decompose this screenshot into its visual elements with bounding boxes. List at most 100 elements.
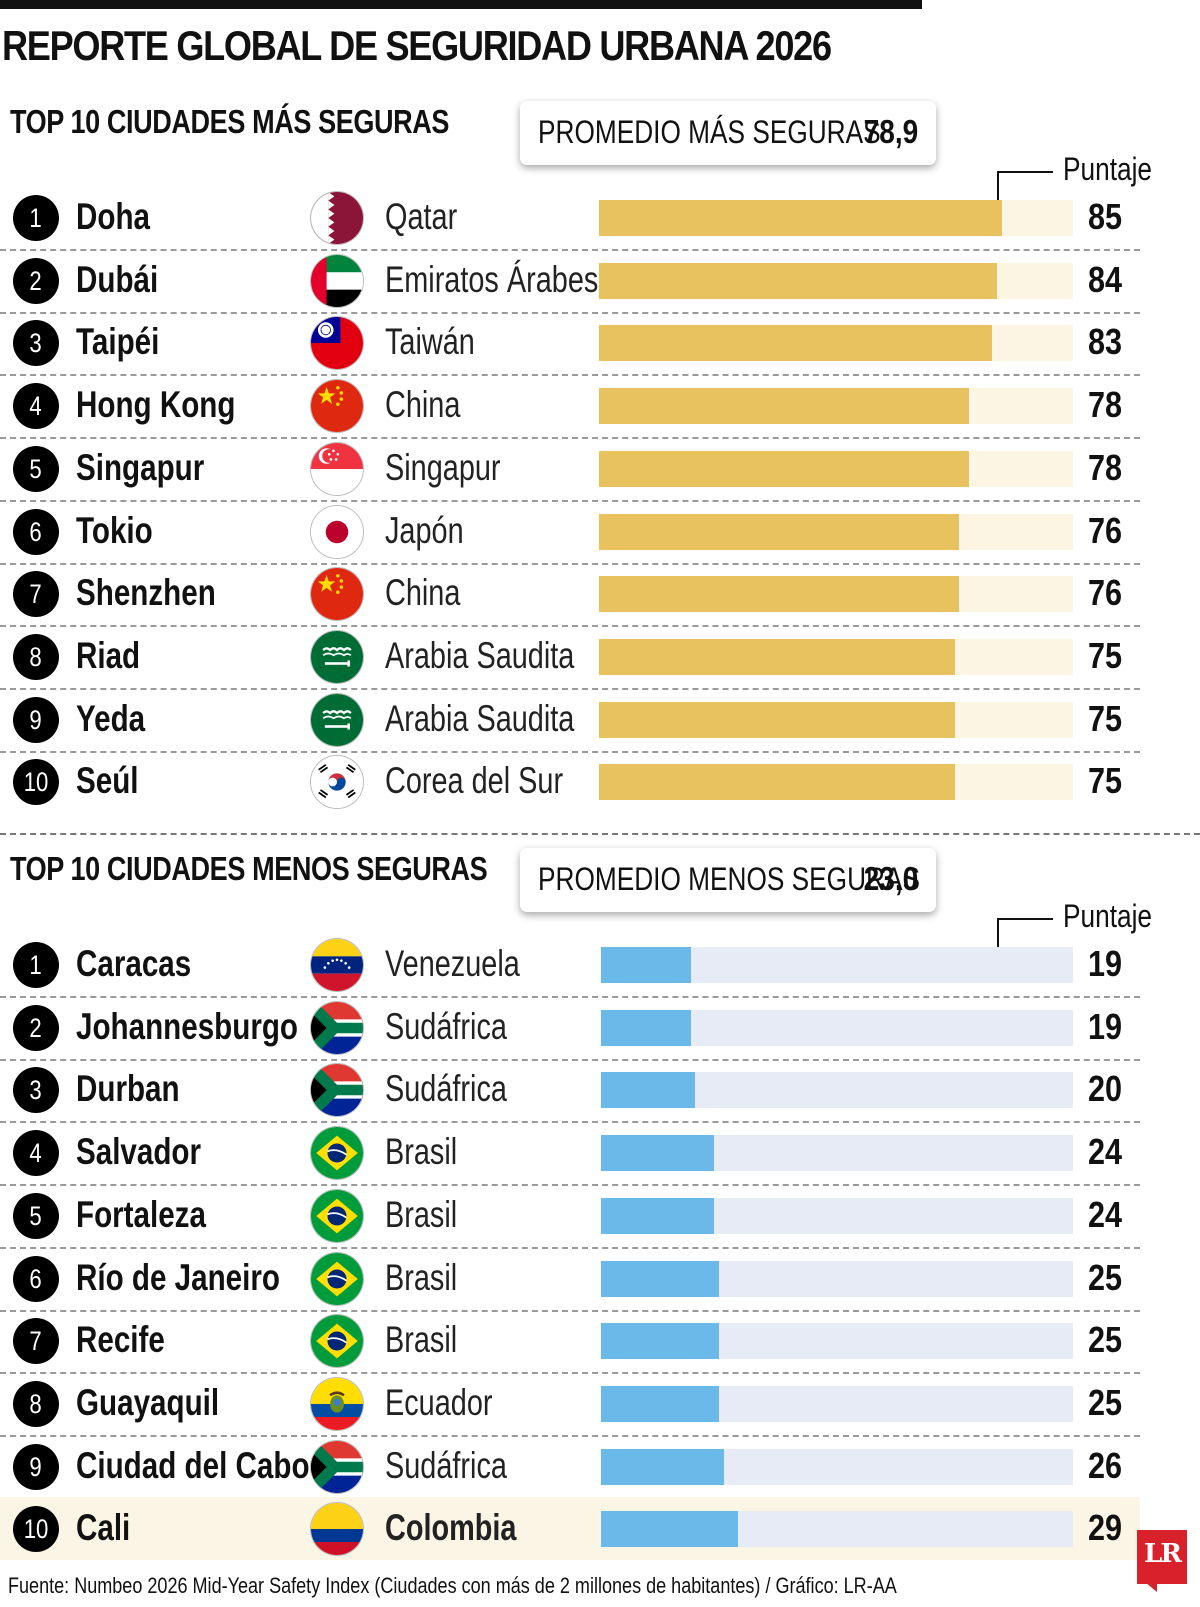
country-name: Arabia Saudita: [385, 634, 575, 676]
bar: [601, 1323, 719, 1360]
score-value: 78: [1088, 384, 1123, 426]
score-value: 29: [1088, 1507, 1123, 1549]
city-name: Riad: [76, 634, 141, 676]
bar: [599, 701, 955, 738]
bar-track: [599, 576, 1073, 613]
bar-track: [601, 1260, 1073, 1297]
bar: [601, 947, 691, 983]
rank-number: 1: [29, 203, 43, 233]
rank-number: 6: [29, 516, 43, 547]
ranking-row: 5 Singapur Singapur 78: [0, 437, 1140, 502]
bar: [599, 513, 960, 550]
bar-track: [599, 325, 1073, 362]
logo-text: LR: [1144, 1539, 1182, 1569]
bar: [599, 325, 993, 362]
country-name: Venezuela: [385, 943, 520, 984]
score-value: 19: [1088, 1005, 1123, 1047]
south-africa-flag: [311, 1001, 363, 1054]
rank-number: 4: [29, 391, 43, 422]
ranking-row: 1 Doha Qatar 85: [0, 186, 1140, 251]
rank-badge: 8: [13, 633, 59, 680]
score-value: 26: [1088, 1444, 1123, 1486]
rank-badge: 2: [13, 1004, 59, 1051]
rank-badge: 2: [13, 257, 59, 304]
score-value: 24: [1088, 1131, 1123, 1173]
country-name: Sudáfrica: [385, 1068, 507, 1110]
score-value: 83: [1088, 321, 1123, 363]
bar-track: [599, 200, 1073, 236]
city-name: Fortaleza: [76, 1193, 206, 1235]
country-name: Ecuador: [385, 1381, 493, 1423]
country-name: Singapur: [385, 446, 501, 488]
ranking-row: 7 Shenzhen China 76: [0, 562, 1140, 628]
ranking-row: 2 Johannesburgo Sudáfrica 19: [0, 996, 1140, 1061]
japan-flag: [311, 505, 363, 558]
bar-track: [601, 1072, 1073, 1109]
rank-badge: 4: [13, 383, 59, 430]
rank-badge: 3: [13, 320, 59, 367]
country-name: Brasil: [385, 1131, 458, 1173]
bar: [599, 262, 998, 299]
bar-track: [601, 1323, 1073, 1360]
city-name: Guayaquil: [76, 1381, 220, 1423]
bar: [599, 764, 955, 801]
country-name: Sudáfrica: [385, 1444, 507, 1486]
city-name: Río de Janeiro: [76, 1256, 280, 1298]
colombia-flag: [311, 1503, 363, 1556]
rank-number: 2: [29, 265, 43, 296]
rank-badge: 5: [13, 445, 59, 492]
bar-track: [601, 1385, 1073, 1422]
bar-track: [601, 1448, 1073, 1485]
rank-badge: 1: [13, 942, 59, 988]
brazil-flag: [311, 1127, 363, 1180]
score-value: 25: [1088, 1256, 1123, 1298]
rank-badge: 6: [13, 1255, 59, 1302]
rank-number: 1: [29, 950, 43, 980]
rank-number: 3: [29, 328, 43, 359]
bar-track: [601, 1511, 1073, 1548]
ranking-row: 8 Guayaquil Ecuador 25: [0, 1372, 1140, 1437]
country-name: Taiwán: [385, 321, 475, 363]
ranking-row: 6 Tokio Japón 76: [0, 500, 1140, 565]
rank-number: 7: [29, 579, 43, 610]
rank-badge: 3: [13, 1067, 59, 1114]
country-name: Brasil: [385, 1193, 458, 1235]
score-value: 19: [1088, 943, 1123, 984]
country-name: Corea del Sur: [385, 760, 564, 802]
ranking-row: 5 Fortaleza Brasil 24: [0, 1184, 1140, 1249]
city-name: Dubái: [76, 258, 159, 300]
country-name: Brasil: [385, 1256, 458, 1298]
city-name: Seúl: [76, 760, 139, 802]
section-title: TOP 10 CIUDADES MÁS SEGURAS: [10, 103, 450, 140]
top-rule: [0, 0, 922, 9]
ranking-row: 1 Caracas Venezuela 19: [0, 933, 1140, 998]
ranking-row: 9 Ciudad del Cabo Sudáfrica 26: [0, 1435, 1140, 1500]
bar-track: [601, 947, 1073, 983]
score-value: 75: [1088, 634, 1123, 676]
ranking-row: 8 Riad Arabia Saudita 75: [0, 625, 1140, 690]
city-name: Shenzhen: [76, 572, 216, 614]
city-name: Ciudad del Cabo: [76, 1444, 310, 1486]
rank-number: 7: [29, 1326, 43, 1357]
rank-number: 5: [29, 1200, 43, 1231]
bar: [601, 1511, 738, 1548]
ranking-row: 7 Recife Brasil 25: [0, 1309, 1140, 1375]
puntaje-label: Puntaje: [1063, 151, 1152, 187]
country-name: China: [385, 384, 461, 426]
ranking-row: 4 Hong Kong China 78: [0, 374, 1140, 440]
city-name: Hong Kong: [76, 384, 236, 426]
bar-track: [599, 701, 1073, 738]
saudi-arabia-flag: [311, 693, 363, 746]
city-name: Tokio: [76, 509, 153, 551]
ranking-row: 10 Seúl Corea del Sur 75: [0, 750, 1140, 813]
rank-badge: 7: [13, 571, 59, 618]
score-value: 78: [1088, 446, 1123, 488]
city-name: Salvador: [76, 1131, 202, 1173]
brazil-flag: [311, 1315, 363, 1368]
rank-badge: 6: [13, 508, 59, 555]
bar: [599, 638, 955, 675]
city-name: Durban: [76, 1068, 180, 1110]
ranking-row: 10 Cali Colombia 29: [0, 1497, 1140, 1561]
uae-flag: [311, 254, 363, 307]
rank-badge: 10: [13, 1506, 59, 1553]
